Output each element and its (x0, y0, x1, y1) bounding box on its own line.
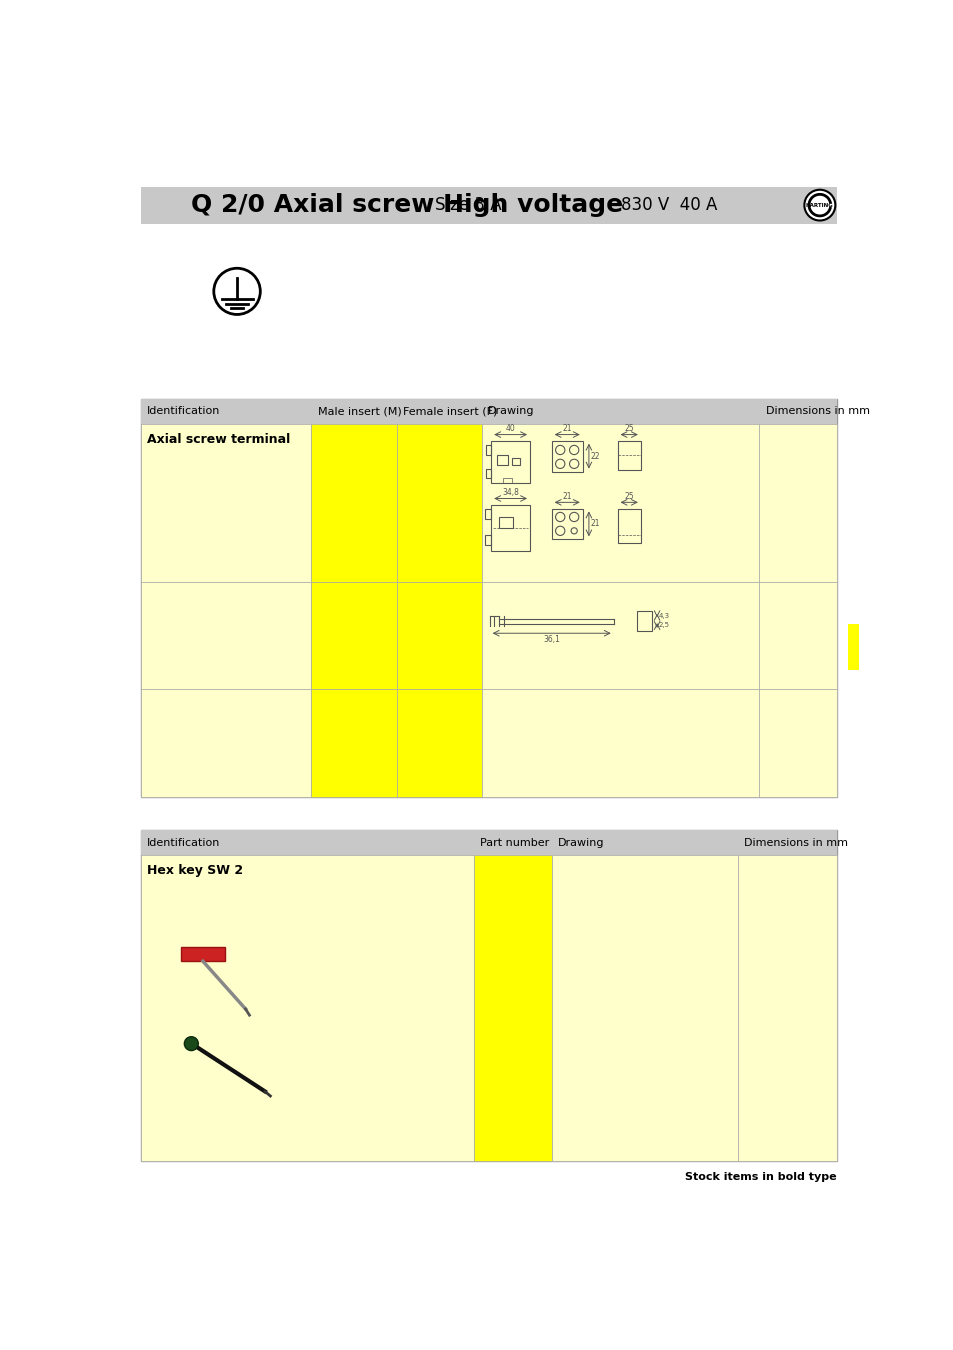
Bar (759, 690, 836, 798)
Bar (485, 470, 491, 478)
Bar (141, 400, 836, 798)
Text: 34,8: 34,8 (501, 487, 518, 497)
Bar (497, 455, 508, 466)
Bar (512, 458, 519, 466)
Text: 36,1: 36,1 (542, 634, 559, 644)
Bar (481, 690, 759, 798)
Text: Identification: Identification (147, 838, 220, 848)
Bar (396, 424, 481, 582)
Bar (498, 517, 513, 528)
Bar (396, 690, 481, 798)
Bar (551, 855, 737, 1161)
Bar (311, 424, 396, 582)
Text: 21: 21 (590, 520, 599, 528)
Bar (181, 948, 224, 961)
Bar (141, 582, 311, 690)
Circle shape (803, 190, 835, 220)
Bar (311, 690, 396, 798)
Bar (637, 612, 652, 630)
Bar (141, 830, 836, 1161)
Bar (141, 186, 836, 224)
Text: Dimensions in mm: Dimensions in mm (743, 838, 847, 848)
Circle shape (184, 1037, 198, 1050)
Text: Axial screw terminal: Axial screw terminal (147, 433, 290, 446)
Bar (141, 424, 311, 582)
Bar (141, 400, 836, 424)
Bar (759, 582, 836, 690)
Text: Drawing: Drawing (558, 838, 604, 848)
Text: Hex key SW 2: Hex key SW 2 (147, 864, 243, 878)
Text: 21: 21 (562, 491, 572, 501)
Text: 4,3: 4,3 (658, 613, 669, 618)
Text: Size 3 A: Size 3 A (435, 196, 501, 215)
Text: Part number: Part number (480, 838, 549, 848)
Text: Stock items in bold type: Stock items in bold type (684, 1172, 836, 1183)
Text: 25: 25 (623, 491, 634, 501)
Text: 40: 40 (505, 424, 515, 433)
Text: Drawing: Drawing (488, 406, 534, 417)
Bar (141, 690, 311, 798)
Text: Male insert (M): Male insert (M) (317, 406, 401, 417)
Bar (474, 855, 551, 1161)
Bar (484, 536, 491, 544)
Bar (759, 424, 836, 582)
Text: Q 2/0 Axial screw High voltage: Q 2/0 Axial screw High voltage (192, 193, 623, 217)
Bar (491, 440, 530, 483)
Text: 21: 21 (562, 424, 572, 433)
Bar (485, 446, 491, 455)
Text: 2,5: 2,5 (658, 622, 669, 628)
Bar (737, 855, 836, 1161)
Bar (551, 509, 582, 539)
Text: Female insert (F): Female insert (F) (402, 406, 497, 417)
Text: Dimensions in mm: Dimensions in mm (765, 406, 869, 417)
Bar (311, 582, 396, 690)
Bar (617, 440, 640, 470)
Text: 22: 22 (590, 452, 599, 460)
Bar (141, 855, 474, 1161)
Bar (481, 582, 759, 690)
Bar (141, 830, 836, 855)
Text: Identification: Identification (147, 406, 220, 417)
Bar (484, 509, 491, 518)
Bar (847, 624, 858, 670)
Bar (396, 582, 481, 690)
Bar (617, 509, 640, 543)
Bar (481, 424, 759, 582)
Bar (502, 478, 512, 483)
Bar (491, 505, 530, 551)
Text: 25: 25 (623, 424, 634, 433)
Text: 830 V  40 A: 830 V 40 A (620, 196, 717, 215)
Bar (551, 440, 582, 471)
Text: HARTING: HARTING (805, 202, 833, 208)
